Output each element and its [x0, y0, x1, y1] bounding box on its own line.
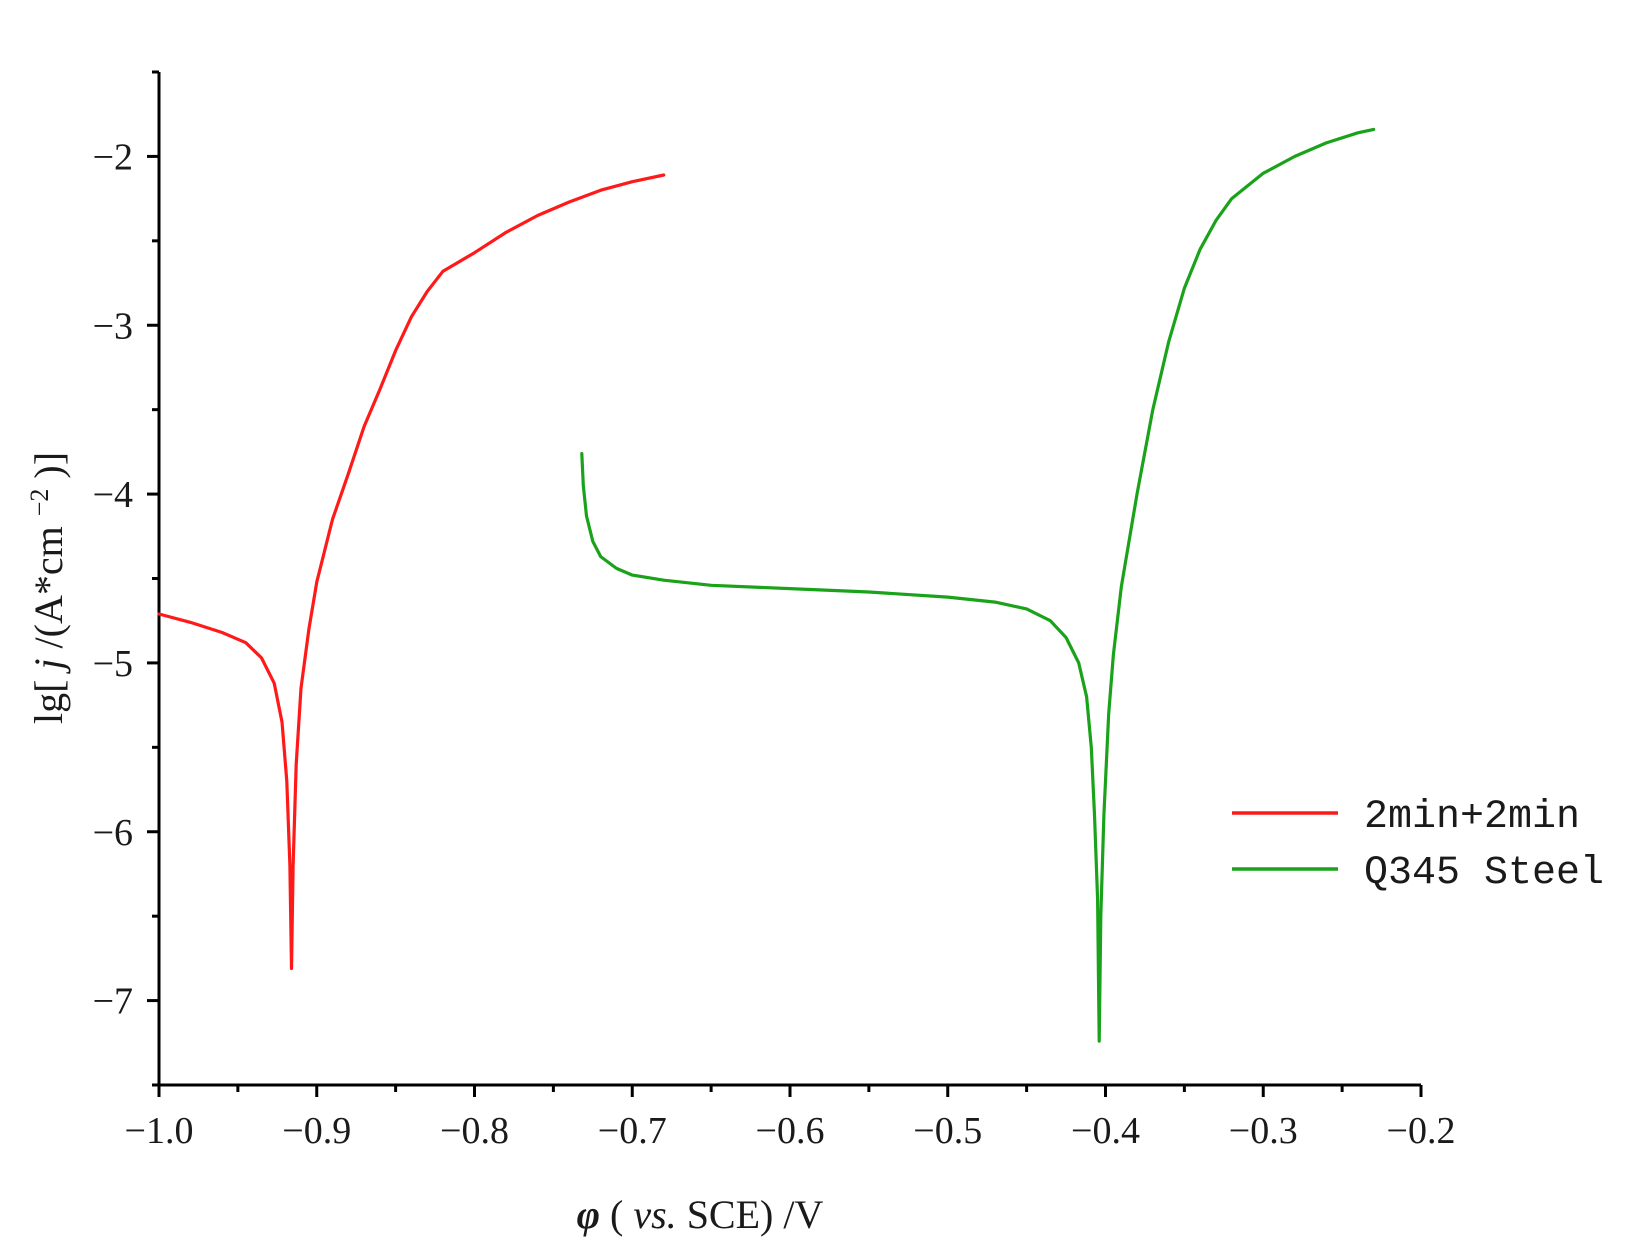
- x-tick-label: −1.0: [125, 1110, 194, 1152]
- y-tick-label: −4: [93, 474, 133, 516]
- legend-label-1: 2min+2min: [1364, 795, 1580, 840]
- x-axis-title-rest: SCE) /V: [687, 1192, 824, 1237]
- y-axis-title-middle: /(A*cm: [26, 526, 71, 648]
- x-tick-label: −0.3: [1229, 1110, 1298, 1152]
- x-tick-label: −0.7: [598, 1110, 667, 1152]
- y-tick-label: −5: [93, 643, 133, 685]
- y-tick-label: −7: [93, 981, 133, 1023]
- x-axis-title-symbol: φ: [577, 1192, 600, 1237]
- y-axis-title: lg[ j /(A*cm −2 )]: [12, 452, 71, 724]
- y-axis-title-italic: j: [26, 658, 71, 674]
- x-tick-label: −0.4: [1071, 1110, 1140, 1152]
- axes: −1.0 −0.9 −0.8 −0.7 −0.6 −0.5 −0.4 −0.3 −0.2 −7 −6…: [93, 70, 1456, 1152]
- y-tick-label: −2: [93, 136, 133, 178]
- series-line-1: [157, 173, 666, 971]
- y-axis-title-prefix: lg[: [26, 680, 71, 724]
- y-tick-label: −3: [93, 305, 133, 347]
- x-axis-title: φ ( vs. SCE) /V: [577, 1192, 824, 1237]
- y-tick-label: −6: [93, 812, 133, 854]
- x-tick-label: −0.9: [282, 1110, 351, 1152]
- y-axis-title-sup: −2: [25, 489, 54, 517]
- series-layer: [157, 127, 1376, 1043]
- x-tick-label: −0.6: [756, 1110, 825, 1152]
- legend: 2min+2min Q345 Steel: [1232, 795, 1604, 896]
- y-axis-title-suffix: )]: [26, 452, 71, 479]
- series-line-2: [580, 127, 1376, 1043]
- x-tick-label: −0.8: [440, 1110, 509, 1152]
- legend-label-2: Q345 Steel: [1364, 851, 1604, 896]
- x-tick-label: −0.2: [1387, 1110, 1456, 1152]
- x-tick-label: −0.5: [913, 1110, 982, 1152]
- x-axis-title-open: (: [610, 1192, 623, 1237]
- x-axis-title-italic: vs.: [633, 1192, 676, 1237]
